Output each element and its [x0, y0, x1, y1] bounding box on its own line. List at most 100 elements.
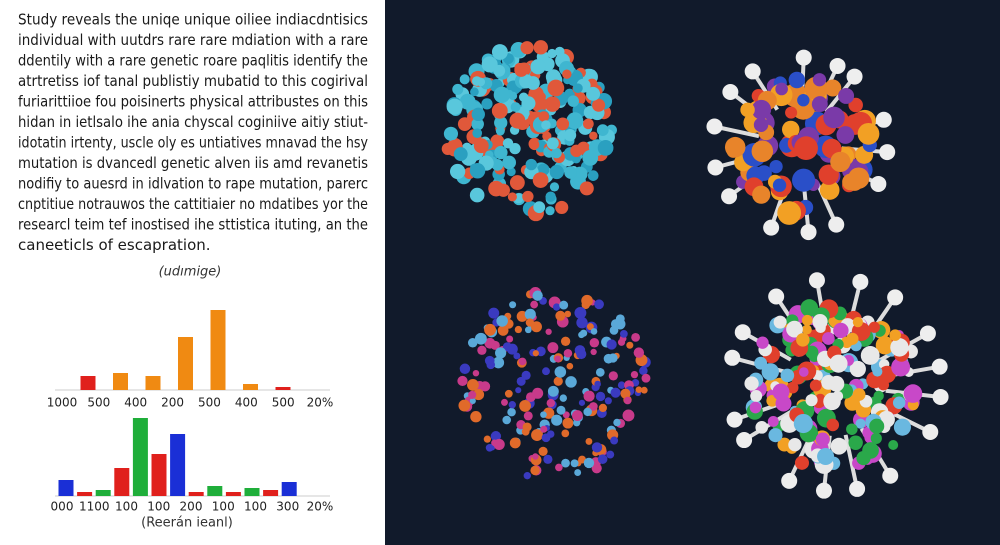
- atom: [721, 188, 738, 205]
- atom: [811, 96, 828, 113]
- atom: [458, 399, 471, 412]
- atom: [541, 433, 551, 443]
- atom: [583, 390, 595, 402]
- atom: [631, 332, 641, 342]
- atom: [521, 96, 536, 111]
- atom: [506, 335, 514, 343]
- atom: [888, 440, 899, 450]
- atom: [875, 336, 895, 355]
- atom: [491, 44, 508, 60]
- atom: [490, 431, 502, 442]
- atom: [561, 458, 570, 468]
- atom: [726, 411, 743, 428]
- atom: [815, 432, 830, 447]
- atom: [508, 91, 518, 101]
- atom: [472, 389, 485, 401]
- atom: [547, 385, 559, 397]
- atom: [587, 170, 599, 181]
- atom: [574, 469, 582, 476]
- atom: [788, 71, 806, 89]
- atom: [635, 386, 643, 394]
- atom: [773, 315, 787, 329]
- atom: [887, 289, 904, 306]
- atom: [846, 423, 858, 435]
- atom: [504, 389, 513, 398]
- atom: [492, 356, 505, 369]
- atom: [592, 98, 606, 112]
- x-tick-label: 20%: [307, 500, 334, 514]
- atom: [547, 79, 565, 97]
- atom: [603, 353, 614, 364]
- x-tick-label: 100: [115, 500, 138, 514]
- atom: [775, 82, 788, 96]
- atom: [561, 429, 570, 438]
- atom: [514, 325, 523, 334]
- atom: [753, 117, 769, 133]
- atom: [579, 181, 594, 196]
- atom: [800, 224, 817, 241]
- x-tick-label: 500: [272, 396, 295, 410]
- atom: [547, 342, 559, 354]
- atom: [822, 332, 835, 345]
- atom: [597, 140, 614, 156]
- atom: [532, 453, 539, 460]
- text-line: caneeticls of escapration.: [18, 236, 211, 254]
- text-line: atrtretiss iof tanal publistiy mubatid t…: [18, 72, 368, 90]
- atom: [590, 348, 597, 356]
- atom: [449, 163, 466, 180]
- atom: [502, 415, 511, 425]
- atom: [796, 333, 810, 347]
- atom: [471, 107, 485, 122]
- atom: [589, 338, 600, 348]
- atom: [538, 446, 548, 456]
- atom: [508, 401, 516, 409]
- atom: [467, 338, 478, 348]
- atom: [848, 167, 870, 189]
- atom: [509, 301, 517, 309]
- atom: [891, 357, 911, 377]
- x-tick-label: 100: [244, 500, 267, 514]
- atom: [879, 144, 896, 161]
- x-tick-label: 000: [51, 500, 74, 514]
- atom: [795, 49, 812, 66]
- atom: [555, 200, 569, 214]
- atom: [750, 390, 763, 402]
- atom: [467, 379, 479, 391]
- atom: [472, 128, 483, 139]
- atom: [529, 139, 540, 150]
- atom: [540, 411, 547, 418]
- atom: [546, 137, 559, 150]
- atom: [875, 111, 892, 128]
- atom: [785, 106, 798, 119]
- atom: [793, 413, 813, 434]
- atom: [792, 168, 816, 192]
- atom: [571, 410, 583, 422]
- atom: [889, 329, 901, 341]
- atom: [604, 397, 612, 405]
- atom: [932, 388, 949, 405]
- atom: [551, 147, 562, 159]
- atom: [586, 323, 594, 331]
- atom: [931, 358, 948, 375]
- atom: [724, 349, 741, 366]
- atom: [574, 306, 587, 319]
- atom: [598, 403, 608, 413]
- atom: [882, 467, 899, 484]
- x-tick-label: 400: [124, 396, 147, 410]
- atom: [749, 401, 762, 414]
- atom: [531, 429, 543, 442]
- atom: [763, 219, 780, 236]
- atom: [491, 159, 504, 171]
- atom: [524, 308, 536, 320]
- atom: [483, 435, 491, 443]
- atom: [501, 398, 508, 406]
- atom: [562, 417, 574, 429]
- atom: [552, 303, 561, 311]
- x-tick-label: 100: [147, 500, 170, 514]
- atom: [491, 439, 498, 447]
- atom: [873, 390, 884, 402]
- atom: [826, 418, 840, 432]
- atom: [547, 48, 557, 59]
- atom: [890, 338, 909, 357]
- bar: [132, 418, 148, 496]
